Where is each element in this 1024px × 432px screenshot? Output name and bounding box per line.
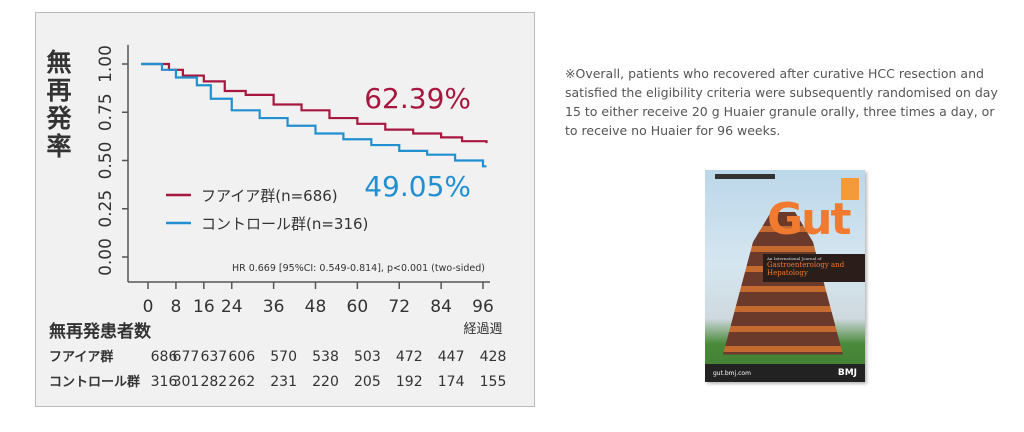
legend-label: コントロール群(n=316)	[201, 215, 368, 233]
hazard-ratio-annotation: HR 0.669 [95%CI: 0.549-0.814], p<0.001 (…	[232, 263, 485, 274]
risk-count: 606	[228, 349, 255, 365]
risk-count: 538	[312, 349, 339, 365]
x-tick-label: 8	[171, 297, 182, 317]
cover-issue-strip	[715, 174, 775, 179]
end-label-control: 49.05%	[364, 170, 471, 203]
study-note: ※Overall, patients who recovered after c…	[565, 66, 998, 138]
y-axis-label: 無再発率	[43, 49, 72, 161]
cover-badge	[841, 178, 859, 200]
risk-table-title: 無再発患者数	[49, 321, 152, 342]
gut-journal-cover: Gut An International Journal of Gastroen…	[705, 170, 865, 382]
km-curve-control	[141, 62, 487, 168]
x-tick-label: 0	[143, 297, 154, 317]
cover-url: gut.bmj.com	[713, 370, 751, 377]
risk-count: 428	[480, 349, 507, 365]
x-tick-label: 72	[388, 297, 410, 317]
x-axis-label: 経過週	[463, 322, 502, 337]
y-tick-label: 0.00	[96, 238, 116, 276]
y-tick-label: 0.50	[96, 142, 116, 180]
km-chart: 0.00 0.25 0.50 0.75 1.00 0 8 16 24 36 48 60 72 84 96 62…	[49, 44, 507, 390]
risk-count: 192	[396, 374, 423, 390]
risk-count: 503	[354, 349, 381, 365]
x-tick-label: 84	[430, 297, 452, 317]
km-curve-huaier	[141, 62, 488, 144]
risk-count: 677	[173, 349, 200, 365]
risk-count: 686	[151, 349, 178, 365]
cover-title: Gut	[767, 194, 851, 245]
risk-count: 447	[438, 349, 465, 365]
y-tick-label: 1.00	[96, 45, 116, 83]
risk-count: 472	[396, 349, 423, 365]
x-tick-label: 36	[263, 297, 285, 317]
cover-footer: gut.bmj.com BMJ	[705, 364, 865, 382]
risk-row-label: フアイア群	[49, 349, 113, 365]
legend-label: フアイア群(n=686)	[201, 187, 338, 205]
risk-count: 262	[228, 374, 255, 390]
risk-count: 174	[438, 374, 465, 390]
cover-subtitle: Gastroenterology and Hepatology	[767, 261, 845, 277]
risk-count: 205	[354, 374, 381, 390]
risk-count: 155	[480, 374, 507, 390]
risk-count: 637	[200, 349, 227, 365]
km-chart-panel: 0.00 0.25 0.50 0.75 1.00 0 8 16 24 36 48 60 72 84 96 62…	[35, 12, 535, 407]
cover-subtitle-small: An International Journal of	[767, 256, 822, 261]
y-tick-label: 0.75	[96, 93, 116, 131]
x-tick-label: 16	[193, 297, 215, 317]
x-tick-label: 24	[221, 297, 243, 317]
risk-count: 301	[173, 374, 200, 390]
risk-count: 231	[270, 374, 297, 390]
risk-count: 570	[270, 349, 297, 365]
x-tick-label: 96	[472, 297, 494, 317]
risk-count: 220	[312, 374, 339, 390]
x-tick-label: 60	[347, 297, 369, 317]
end-label-huaier: 62.39%	[364, 82, 471, 115]
x-tick-label: 48	[305, 297, 327, 317]
y-tick-label: 0.25	[96, 190, 116, 228]
risk-row-label: コントロール群	[49, 374, 140, 390]
cover-publisher: BMJ	[837, 368, 857, 378]
risk-count: 282	[200, 374, 227, 390]
risk-count: 316	[151, 374, 178, 390]
cover-subtitle-band: An International Journal of Gastroentero…	[763, 254, 865, 282]
